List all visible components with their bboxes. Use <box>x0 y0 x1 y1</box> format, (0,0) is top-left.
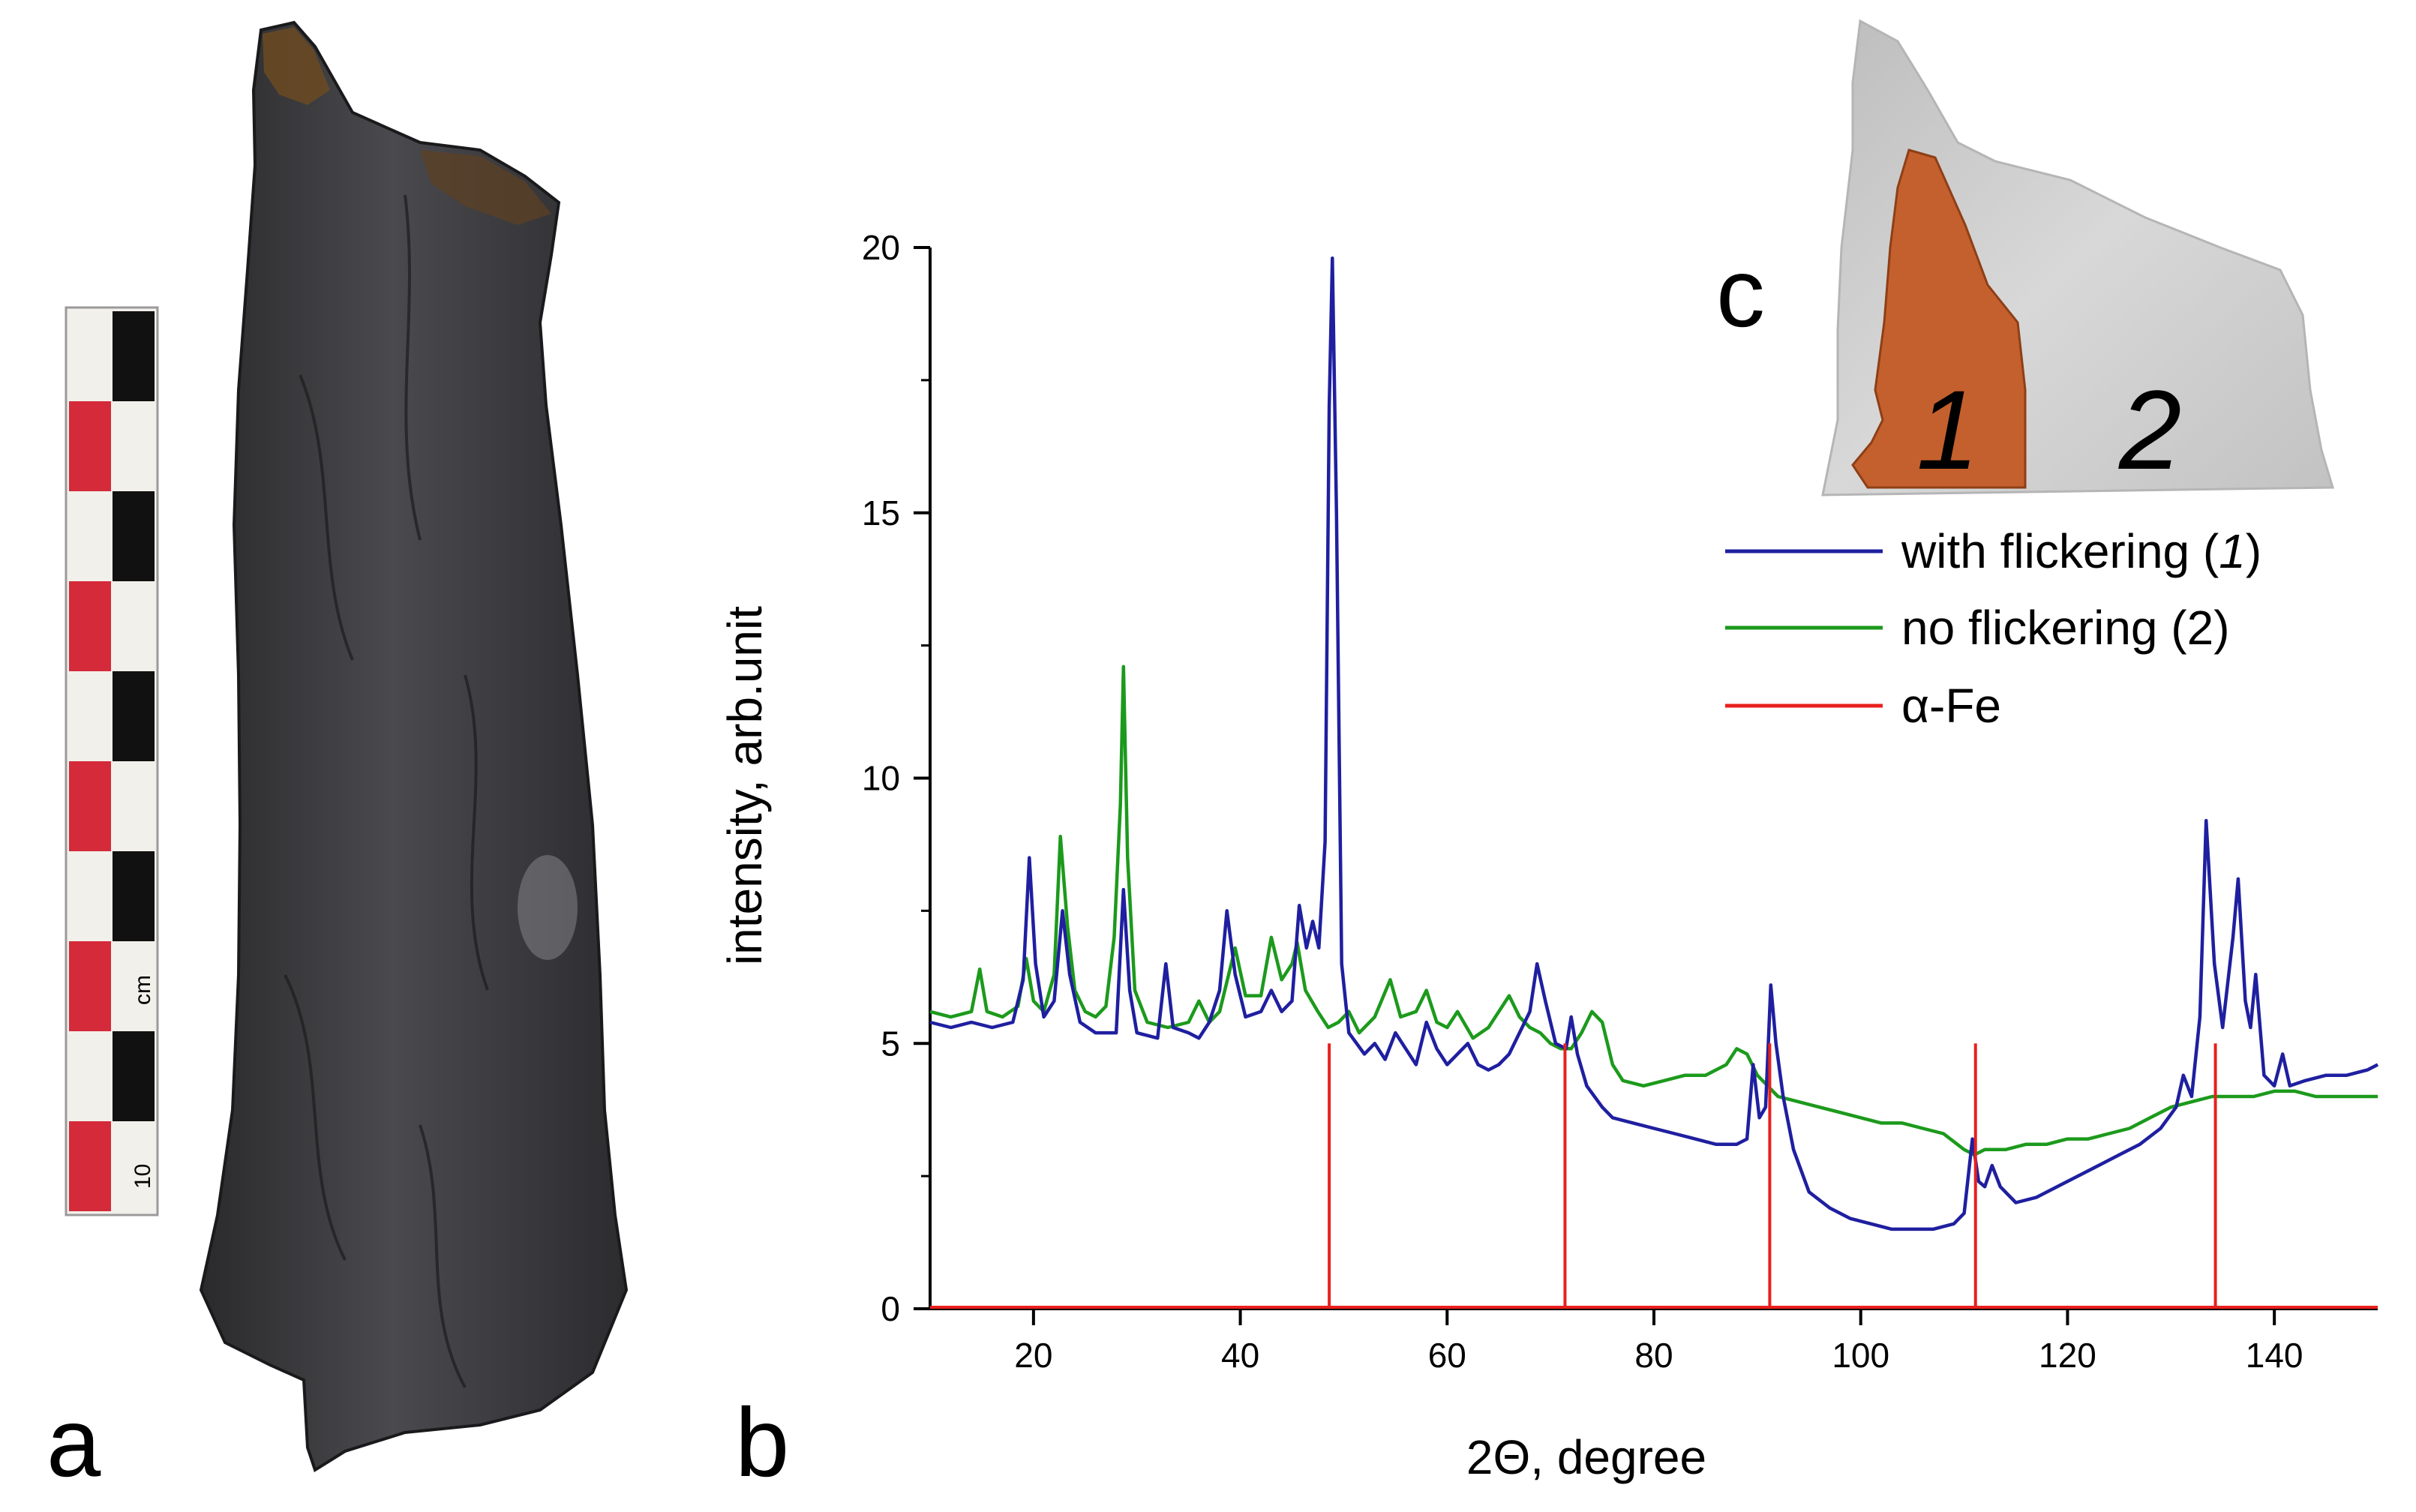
ruler-cell <box>69 401 111 491</box>
legend-label-alpha-fe: α-Fe <box>1901 679 2001 733</box>
series-line-no-flickering <box>929 664 2378 1157</box>
ruler-cell <box>113 311 155 401</box>
legend-label-no-flickering: no flickering (2) <box>1901 601 2230 655</box>
y-tick-label: 20 <box>862 228 900 267</box>
ruler-cell <box>69 761 111 851</box>
ruler-unit-label: cm <box>131 975 155 1005</box>
artifact-photo <box>199 20 629 1473</box>
ruler-cell <box>69 311 111 401</box>
ruler-cell <box>113 491 155 581</box>
x-tick-label: 60 <box>1428 1336 1466 1375</box>
ruler-cell <box>69 1121 111 1211</box>
chart-legend: with flickering (1) no flickering (2) α-… <box>1725 524 2261 733</box>
x-axis-title: 2Θ, degree <box>1466 1430 1706 1484</box>
x-tick-label: 120 <box>2039 1336 2096 1375</box>
ruler-mark-label: 10 <box>131 1164 155 1189</box>
legend-with-flickering-prefix: with flickering ( <box>1901 524 2219 578</box>
ruler-cell <box>113 671 155 761</box>
panel-label-c: c <box>1716 238 1765 347</box>
ruler-cell <box>113 851 155 941</box>
y-tick-label: 10 <box>862 759 900 798</box>
xrd-plot: 0 5 10 15 20 20 40 60 80 100 120 140 2Θ, degree inten… <box>718 228 2379 1484</box>
legend-with-flickering-suffix: ) <box>2246 524 2261 578</box>
legend-label-with-flickering: with flickering (1) <box>1901 524 2261 578</box>
region-label-1: 1 <box>1916 367 1979 493</box>
x-tick-label: 100 <box>1832 1336 1889 1375</box>
legend-with-flickering-index: 1 <box>2219 524 2246 578</box>
scale-ruler: cm 10 <box>65 306 159 1216</box>
panel-c: c 1 2 <box>1716 19 2335 496</box>
y-tick-label: 15 <box>862 494 900 532</box>
ruler-cell <box>113 581 155 671</box>
ruler-cell <box>69 941 111 1031</box>
ruler-cell <box>113 1031 155 1121</box>
rust-patch-top <box>263 27 330 105</box>
panel-label-a: a <box>47 1388 101 1497</box>
panel-b: 0 5 10 15 20 20 40 60 80 100 120 140 2Θ, degree inten… <box>718 228 2379 1497</box>
ruler-cell <box>113 761 155 851</box>
ruler-cell <box>69 671 111 761</box>
ruler-cell <box>113 401 155 491</box>
x-tick-label: 40 <box>1221 1336 1259 1375</box>
ruler-cell <box>69 581 111 671</box>
surface-texture <box>284 194 489 1388</box>
ruler-cell <box>113 941 155 1031</box>
ruler-cell <box>69 1031 111 1121</box>
x-tick-label: 140 <box>2246 1336 2303 1375</box>
ruler-cell <box>69 851 111 941</box>
region-label-2: 2 <box>2118 367 2181 493</box>
metal-sheen <box>518 855 578 960</box>
panel-a: cm 10 a <box>47 20 629 1497</box>
rust-patch-upper <box>420 150 551 225</box>
ruler-cell <box>113 1121 155 1211</box>
x-tick-label: 20 <box>1014 1336 1052 1375</box>
y-axis-title: intensity, arb.unit <box>718 606 772 965</box>
y-tick-label: 0 <box>881 1289 900 1328</box>
panel-label-b: b <box>735 1388 789 1497</box>
region-1-shape <box>1851 148 2027 489</box>
y-tick-label: 5 <box>881 1024 900 1063</box>
x-tick-label: 80 <box>1634 1336 1673 1375</box>
ruler-cell <box>69 491 111 581</box>
